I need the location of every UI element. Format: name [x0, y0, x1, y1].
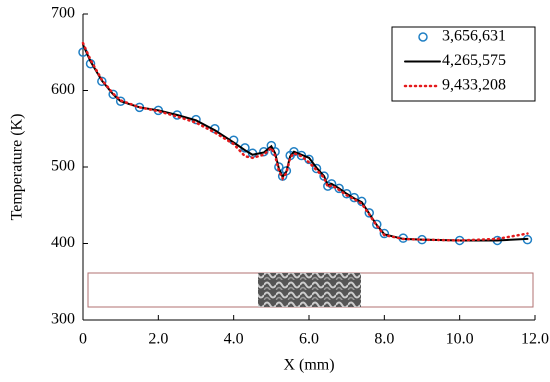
x-tick-label: 6.0: [299, 331, 319, 348]
data-point: [311, 163, 322, 174]
y-axis-label: Temperature (K): [9, 114, 26, 221]
x-axis-label: X (mm): [283, 357, 334, 374]
y-tick-label: 300: [51, 311, 75, 328]
data-point: [115, 96, 126, 106]
legend-marker: [418, 32, 428, 42]
data-point: [97, 76, 107, 87]
x-tick-label: 4.0: [224, 331, 244, 348]
legend-box: [391, 26, 536, 102]
x-tick-label: 2.0: [148, 331, 168, 348]
inset-texture: [258, 273, 361, 307]
data-point: [364, 208, 375, 218]
x-tick-label: 12.0: [521, 331, 549, 348]
data-point: [108, 89, 118, 100]
data-point: [259, 146, 269, 157]
y-tick-label: 400: [51, 234, 75, 251]
x-tick-label: 8.0: [374, 331, 394, 348]
y-tick-label: 500: [51, 158, 75, 175]
series-line: [81, 41, 529, 242]
x-tick-label: 10.0: [446, 331, 474, 348]
y-tick-label: 700: [51, 5, 75, 22]
y-tick-label: 600: [51, 81, 75, 98]
data-point: [356, 196, 367, 207]
data-point: [289, 146, 299, 157]
legend-label: 3,656,631: [442, 28, 506, 45]
legend-label: 4,265,575: [442, 52, 506, 69]
data-point: [379, 228, 390, 239]
x-tick-label: 0: [79, 331, 87, 348]
data-point: [372, 219, 382, 230]
legend-label: 9,433,208: [442, 77, 506, 94]
